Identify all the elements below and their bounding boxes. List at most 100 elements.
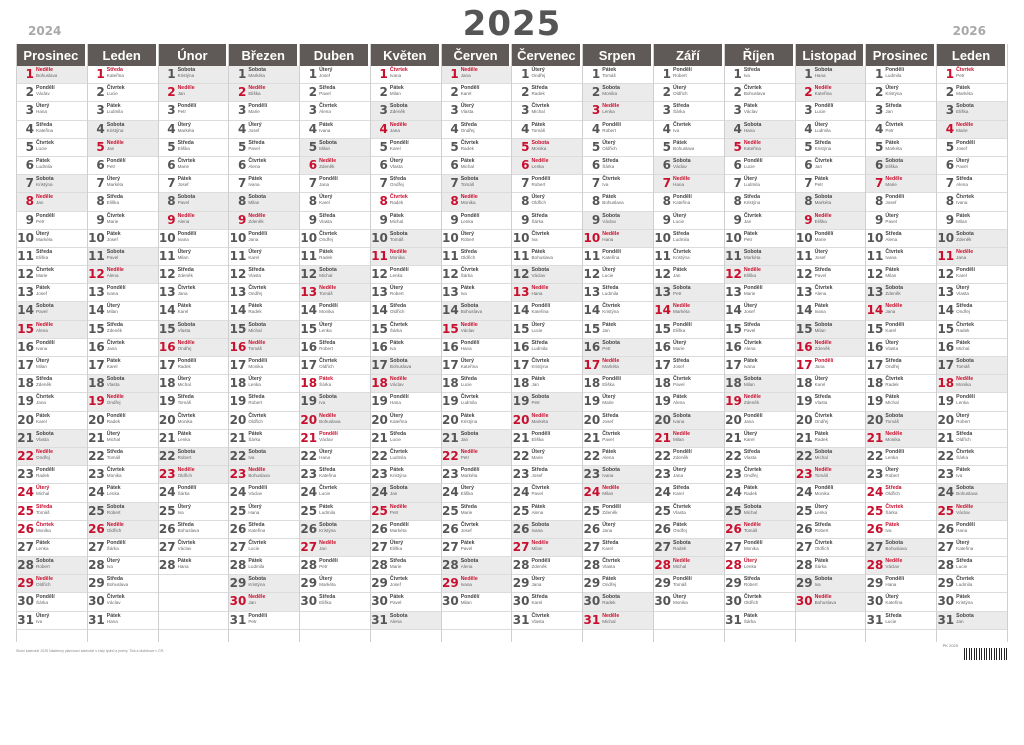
day-number: 8	[96, 194, 105, 209]
day-cell: 28 Sobota Robert	[17, 557, 87, 576]
nameday-label: Petr	[814, 182, 824, 188]
weekday-label: Úterý	[106, 303, 121, 310]
nameday-label: Michal	[956, 345, 970, 351]
weekday-label: Úterý	[743, 430, 758, 437]
day-cell: 30 Pátek Kristýna	[937, 593, 1007, 612]
weekday-label: Pondělí	[602, 121, 621, 128]
nameday-label: Vlasta	[106, 382, 120, 388]
day-cell: 10 Úterý Markéta	[17, 230, 87, 248]
day-number: 14	[371, 303, 388, 318]
day-cell: 23 Neděle Oldřich	[158, 466, 229, 485]
nameday-label: Lucie	[602, 273, 614, 279]
nameday-label: Petr	[743, 236, 753, 242]
weekday-label: Středa	[319, 467, 336, 474]
day-cell: 10 Sobota Tomáš	[370, 229, 441, 248]
weekday-label: Sobota	[531, 267, 550, 274]
weekday-label: Středa	[389, 558, 407, 565]
nameday-label: Eliška	[743, 273, 757, 279]
nameday-label: Ondřej	[956, 309, 970, 315]
weekday-label: Sobota	[814, 576, 833, 583]
nameday-label: Josef	[814, 254, 826, 260]
day-cell: 27 Sobota Radek	[654, 538, 724, 558]
day-number: 15	[229, 321, 247, 336]
day-number: 19	[88, 394, 105, 409]
day-cell: 27 Čtvrtek Oldřich	[795, 539, 866, 558]
day-number: 20	[583, 412, 601, 427]
weekday-label: Neděle	[460, 321, 478, 328]
nameday-label: Jana	[106, 345, 117, 351]
day-cell: 7 Neděle Marie	[866, 175, 937, 194]
nameday-label: Václav	[956, 509, 970, 515]
day-number: 28	[725, 558, 742, 573]
day-cell: 5 Neděle Jan	[87, 138, 158, 157]
day-cell: 16 Neděle Zdeněk	[795, 338, 866, 357]
day-number: 20	[300, 412, 318, 427]
day-cell: 3 Pondělí Lucie	[795, 102, 866, 121]
weekday-label: Sobota	[602, 594, 620, 601]
day-number: 19	[17, 394, 34, 409]
day-cell: 28 Středa Lucie	[937, 557, 1007, 576]
day-cell: 15 Sobota Vlasta	[158, 320, 229, 339]
nameday-label: Jan	[531, 382, 539, 388]
day-cell: 29 Středa Robert	[724, 575, 795, 594]
nameday-label: Karel	[36, 418, 47, 424]
nameday-label: Alena	[531, 509, 544, 515]
nameday-label: Pavel	[36, 309, 48, 315]
nameday-label: Robert	[814, 527, 829, 533]
weekday-label: Neděle	[36, 194, 54, 201]
day-cell: 1 Pondělí Robert	[654, 66, 724, 85]
nameday-label: Vlasta	[814, 400, 828, 406]
nameday-label: Kristýna	[177, 73, 195, 78]
day-cell: 20 Sobota Ivana	[654, 411, 724, 430]
nameday-label: Vlasta	[531, 618, 545, 624]
nameday-label: Bohuslava	[885, 545, 907, 551]
day-cell: 21 Úterý Michal	[87, 430, 158, 448]
day-number: 29	[441, 576, 459, 591]
weekday-label: Středa	[36, 121, 53, 128]
day-number: 18	[795, 376, 813, 391]
weekday-label: Pátek	[602, 321, 617, 328]
day-number: 26	[371, 521, 388, 536]
nameday-label: Ivana	[389, 73, 402, 78]
day-cell: 20 Pondělí Radek	[87, 412, 158, 430]
weekday-label: Pondělí	[319, 558, 338, 565]
day-number: 8	[804, 194, 813, 209]
day-cell: 17 Úterý Kateřina	[441, 357, 512, 376]
day-number: 2	[804, 85, 813, 100]
weekday-label: Čtvrtek	[389, 448, 408, 455]
day-number: 1	[521, 67, 530, 81]
weekday-label: Čtvrtek	[248, 412, 267, 419]
nameday-label: Pavel	[673, 382, 685, 388]
day-number: 26	[88, 521, 105, 536]
day-cell: 12 Pondělí Karel	[937, 266, 1007, 285]
nameday-label: Iva	[814, 582, 821, 588]
day-cell: 30 Pondělí Šárka	[17, 593, 87, 612]
day-cell: 11 Sobota Pavel	[87, 247, 158, 267]
weekday-label: Čtvrtek	[248, 285, 267, 292]
day-number: 28	[441, 558, 459, 573]
day-cell: 9 Úterý Pavel	[866, 212, 937, 230]
nameday-label: Zdeněk	[743, 400, 760, 406]
day-number: 27	[725, 539, 742, 554]
day-number: 16	[725, 339, 742, 354]
day-cell: 1 Pátek Tomáš	[583, 66, 654, 85]
day-cell: 30 Neděle Jan	[229, 593, 300, 612]
nameday-label: Alena	[106, 273, 119, 279]
day-number: 8	[379, 194, 388, 209]
day-cell: 19 Pondělí Hana	[370, 393, 441, 412]
day-cell: 2 Pátek Milan	[370, 84, 441, 103]
nameday-label: Radek	[673, 545, 687, 551]
weekday-label: Pátek	[743, 230, 758, 237]
weekday-label: Úterý	[814, 248, 828, 255]
nameday-label: Šárka	[956, 454, 969, 460]
nameday-label: Kristýna	[885, 91, 902, 97]
nameday-label: Milan	[956, 218, 968, 224]
day-number: 19	[654, 394, 672, 409]
weekday-label: Neděle	[460, 576, 478, 583]
day-number: 11	[17, 248, 34, 263]
day-cell: 27 Čtvrtek Václav	[158, 539, 229, 558]
weekday-label: Úterý	[36, 358, 50, 364]
weekday-label: Sobota	[106, 248, 125, 255]
day-cell: 6 Pondělí Lucie	[724, 157, 795, 176]
weekday-label: Pondělí	[531, 558, 551, 565]
